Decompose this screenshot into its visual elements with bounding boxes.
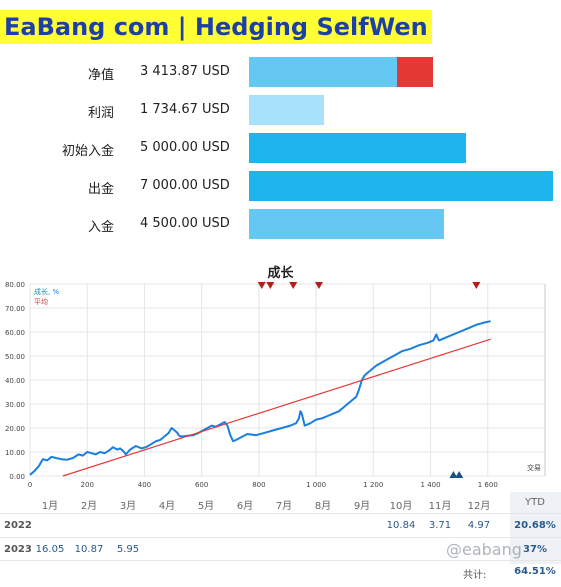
growth-line — [29, 320, 491, 476]
stat-bar — [249, 209, 444, 239]
year-label: 2022 — [4, 520, 32, 531]
event-marker — [289, 282, 298, 289]
stat-value: 3 413.87 USD — [140, 64, 230, 79]
y-tick-label: 0.00 — [9, 473, 25, 481]
x-tick-label: 1 600 — [478, 481, 498, 489]
average-line — [62, 338, 491, 477]
stat-value: 4 500.00 USD — [140, 216, 230, 231]
growth-chart: 0.00 10.00 20.00 30.00 40.00 50.00 60.00 70.00 8… — [5, 281, 546, 489]
stat-bar — [249, 171, 553, 201]
month-header: 10月 — [389, 501, 413, 512]
stat-bar-drawdown — [397, 57, 433, 87]
ytd-column-bg — [510, 492, 561, 564]
month-header: 8月 — [314, 501, 332, 512]
x-tick-label: 800 — [252, 481, 265, 489]
y-tick-label: 80.00 — [5, 281, 25, 289]
total-row: 共计: 64.51% — [0, 560, 561, 582]
stat-value: 5 000.00 USD — [140, 140, 230, 155]
stat-row: 利润 1 734.67 USD — [0, 95, 561, 125]
stat-bar — [249, 95, 324, 125]
legend-entry: 平均 — [34, 297, 48, 306]
y-tick-label: 60.00 — [5, 329, 25, 337]
year-row: 2023 16.05 10.87 5.95 37% — [0, 537, 561, 561]
ytd-value: 20.68% — [514, 520, 556, 531]
y-tick-label: 10.00 — [5, 449, 25, 457]
stat-bar — [249, 133, 466, 163]
month-value: 10.84 — [386, 520, 416, 531]
stat-value: 7 000.00 USD — [140, 178, 230, 193]
stat-value: 1 734.67 USD — [140, 102, 230, 117]
event-marker — [266, 282, 275, 289]
month-header: 6月 — [236, 501, 254, 512]
total-value: 64.51% — [514, 566, 556, 577]
x-axis-label: 交易 — [527, 463, 541, 472]
y-tick-label: 20.00 — [5, 425, 25, 433]
month-header: 5月 — [197, 501, 215, 512]
x-tick-label: 0 — [28, 481, 32, 489]
total-label: 共计: — [463, 570, 487, 581]
month-header: 11月 — [428, 501, 452, 512]
ytd-value: 37% — [523, 544, 547, 555]
x-tick-label: 1 200 — [363, 481, 383, 489]
month-value: 3.71 — [428, 520, 452, 531]
stat-row: 初始入金 5 000.00 USD — [0, 133, 561, 163]
stat-label: 初始入金 — [61, 144, 114, 159]
month-value: 4.97 — [467, 520, 491, 531]
month-value: 10.87 — [74, 544, 104, 555]
year-label: 2023 — [4, 544, 32, 555]
event-marker — [455, 471, 464, 478]
stat-label: 入金 — [87, 220, 114, 235]
stat-label: 出金 — [87, 182, 114, 197]
year-row: 2022 10.84 3.71 4.97 20.68% — [0, 513, 561, 537]
month-header: 7月 — [275, 501, 293, 512]
page-title: EaBang com | Hedging SelfWen — [0, 10, 432, 44]
month-value: 5.95 — [116, 544, 140, 555]
chart-title: 成长 — [267, 266, 294, 281]
x-tick-label: 1 000 — [306, 481, 326, 489]
event-marker — [314, 282, 323, 289]
stat-label: 净值 — [87, 68, 114, 83]
y-tick-label: 70.00 — [5, 305, 25, 313]
stat-bar — [249, 57, 397, 87]
months-header: 1月 2月 3月 4月 5月 6月 7月 8月 9月 10月 11月 12月 YTD — [0, 492, 561, 514]
stat-row: 入金 4 500.00 USD — [0, 209, 561, 239]
stat-row: 净值 3 413.87 USD — [0, 57, 561, 87]
x-tick-label: 1 400 — [421, 481, 441, 489]
month-header: 3月 — [119, 501, 137, 512]
y-tick-label: 40.00 — [5, 377, 25, 385]
y-tick-label: 50.00 — [5, 353, 25, 361]
month-header: 9月 — [353, 501, 371, 512]
legend-entry: 成长, % — [34, 287, 59, 296]
event-marker — [449, 471, 458, 478]
stat-row: 出金 7 000.00 USD — [0, 171, 561, 201]
month-header: 1月 — [41, 501, 59, 512]
month-header: 4月 — [158, 501, 176, 512]
month-header: 2月 — [80, 501, 98, 512]
event-marker — [257, 282, 266, 289]
x-tick-label: 400 — [138, 481, 151, 489]
y-tick-label: 30.00 — [5, 401, 25, 409]
x-tick-label: 600 — [195, 481, 208, 489]
x-tick-label: 200 — [81, 481, 94, 489]
month-value: 16.05 — [35, 544, 65, 555]
stat-label: 利润 — [87, 106, 114, 121]
month-header: 12月 — [467, 501, 491, 512]
ytd-header: YTD — [525, 497, 545, 508]
event-marker — [472, 282, 481, 289]
watermark-text: @eabang — [446, 540, 522, 559]
